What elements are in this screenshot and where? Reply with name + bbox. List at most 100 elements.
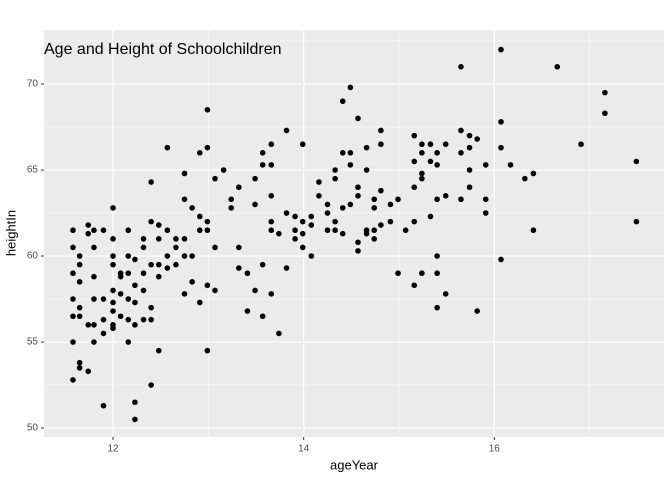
point <box>189 279 195 285</box>
point <box>276 230 282 237</box>
point <box>181 196 188 203</box>
point <box>196 299 203 306</box>
point <box>70 244 76 251</box>
point <box>70 339 76 345</box>
point <box>411 218 418 225</box>
point <box>292 213 298 220</box>
point <box>466 132 473 139</box>
point <box>292 236 298 242</box>
point <box>419 170 425 177</box>
point <box>204 227 211 234</box>
point <box>100 296 107 302</box>
point <box>212 244 218 251</box>
point <box>196 213 203 220</box>
point <box>110 236 116 242</box>
point <box>522 175 528 182</box>
point <box>189 205 195 211</box>
point <box>110 261 116 268</box>
point <box>458 64 464 70</box>
point <box>164 144 171 151</box>
point <box>347 84 354 91</box>
point <box>91 296 97 302</box>
y-tick-label: 70 <box>27 79 39 90</box>
point <box>355 239 361 246</box>
point <box>148 304 154 311</box>
point <box>110 287 116 294</box>
point <box>70 296 76 302</box>
point <box>378 127 384 134</box>
point <box>458 127 464 134</box>
point <box>411 184 418 191</box>
point <box>371 196 378 203</box>
point <box>427 213 434 220</box>
point <box>419 150 425 156</box>
point <box>85 368 92 375</box>
point <box>125 270 132 277</box>
point <box>125 296 132 302</box>
point <box>76 253 83 259</box>
point <box>283 265 290 271</box>
point <box>292 227 298 234</box>
point <box>308 253 315 259</box>
grid <box>44 30 664 437</box>
point <box>100 316 107 323</box>
x-axis-title: ageYear <box>330 457 379 472</box>
point <box>110 253 116 259</box>
x-tick-label: 16 <box>489 444 501 455</box>
point <box>507 162 514 168</box>
point <box>259 150 266 156</box>
point <box>268 218 275 225</box>
point <box>316 179 322 185</box>
point <box>110 205 116 211</box>
point <box>117 313 124 320</box>
point <box>220 167 227 173</box>
point <box>91 227 97 234</box>
point <box>125 316 132 323</box>
point <box>76 304 83 311</box>
point <box>155 261 162 268</box>
point <box>339 150 346 156</box>
point <box>419 270 425 277</box>
point <box>148 261 154 268</box>
point <box>299 244 306 251</box>
point <box>148 316 154 323</box>
point <box>268 141 275 148</box>
point <box>132 256 138 263</box>
point <box>259 162 266 168</box>
point <box>132 282 138 289</box>
point <box>110 299 116 306</box>
point <box>204 282 211 289</box>
point <box>181 170 188 177</box>
point <box>411 132 418 139</box>
point <box>299 218 306 225</box>
point <box>140 270 147 277</box>
point <box>378 141 384 148</box>
point <box>324 210 331 216</box>
point <box>299 230 306 237</box>
point <box>125 253 132 259</box>
point <box>91 244 97 251</box>
point <box>236 244 242 251</box>
point <box>268 162 275 168</box>
point <box>110 308 116 314</box>
point <box>378 222 384 228</box>
point <box>355 115 361 122</box>
point <box>125 227 132 234</box>
point <box>339 98 346 105</box>
point <box>173 236 179 242</box>
y-tick-label: 50 <box>27 423 39 434</box>
point <box>140 287 147 294</box>
point <box>498 119 504 125</box>
point <box>140 236 147 242</box>
point <box>530 227 537 234</box>
point <box>76 365 83 371</box>
point <box>125 339 132 345</box>
point <box>181 253 188 259</box>
point <box>236 265 242 271</box>
point <box>252 287 258 294</box>
point <box>434 253 440 259</box>
point <box>228 205 235 211</box>
point <box>268 227 275 234</box>
point <box>132 399 138 406</box>
